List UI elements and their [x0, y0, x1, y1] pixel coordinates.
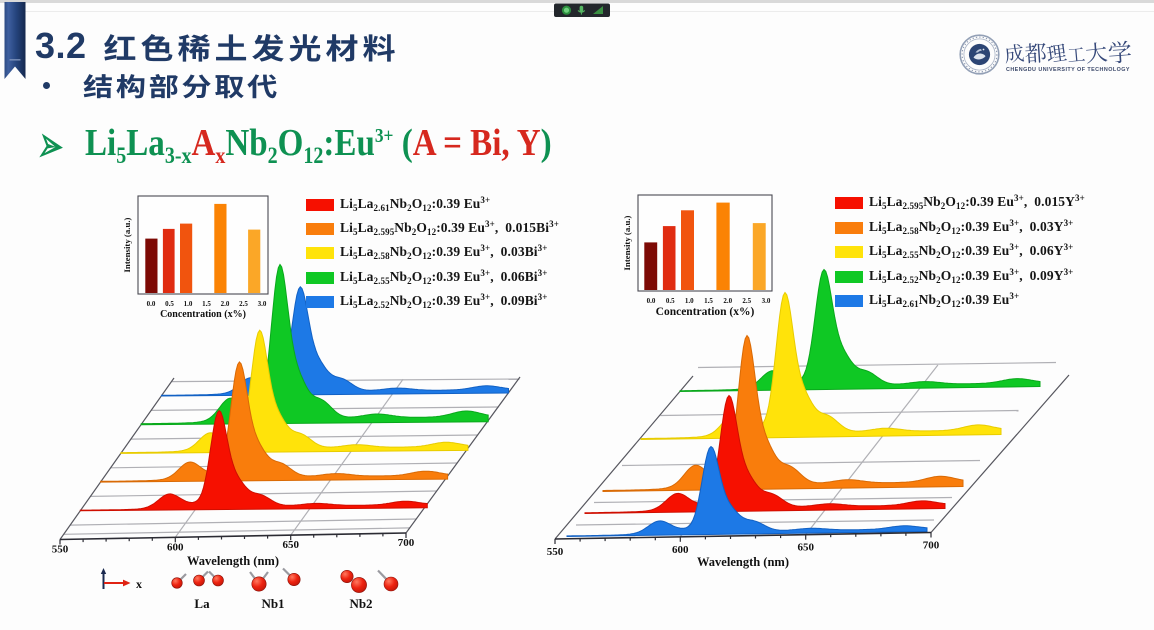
svg-text:600: 600 — [672, 544, 689, 556]
svg-text:3.0: 3.0 — [762, 297, 771, 305]
svg-text:0.0: 0.0 — [647, 297, 656, 305]
svg-text:0.5: 0.5 — [165, 300, 174, 308]
svg-text:Concentration (x%): Concentration (x%) — [656, 306, 755, 318]
svg-text:Intensity (a.u.): Intensity (a.u.) — [122, 217, 132, 272]
svg-text:x: x — [136, 577, 142, 591]
svg-text:650: 650 — [797, 542, 814, 554]
svg-text:La: La — [194, 596, 210, 611]
svg-text:650: 650 — [282, 539, 299, 551]
svg-text:Intensity (a.u.): Intensity (a.u.) — [622, 215, 632, 270]
svg-text:Wavelength (nm): Wavelength (nm) — [187, 554, 279, 568]
svg-text:1.0: 1.0 — [184, 300, 193, 308]
svg-text:1.5: 1.5 — [202, 300, 211, 308]
svg-text:Nb2: Nb2 — [349, 596, 372, 611]
svg-text:550: 550 — [547, 546, 564, 558]
svg-text:700: 700 — [923, 540, 940, 552]
svg-text:Nb1: Nb1 — [261, 596, 284, 611]
svg-text:Wavelength (nm): Wavelength (nm) — [697, 555, 789, 569]
svg-text:2.5: 2.5 — [742, 297, 751, 305]
svg-text:3.0: 3.0 — [258, 300, 267, 308]
svg-text:Concentration (x%): Concentration (x%) — [160, 309, 246, 320]
svg-text:600: 600 — [167, 541, 184, 553]
svg-text:0.5: 0.5 — [666, 297, 675, 305]
svg-text:550: 550 — [52, 544, 69, 556]
svg-text:2.0: 2.0 — [723, 297, 732, 305]
svg-text:1.5: 1.5 — [704, 297, 713, 305]
svg-text:700: 700 — [398, 537, 415, 549]
svg-text:0.0: 0.0 — [147, 300, 156, 308]
svg-text:2.0: 2.0 — [221, 300, 230, 308]
svg-text:2.5: 2.5 — [239, 300, 248, 308]
svg-text:1.0: 1.0 — [685, 297, 694, 305]
